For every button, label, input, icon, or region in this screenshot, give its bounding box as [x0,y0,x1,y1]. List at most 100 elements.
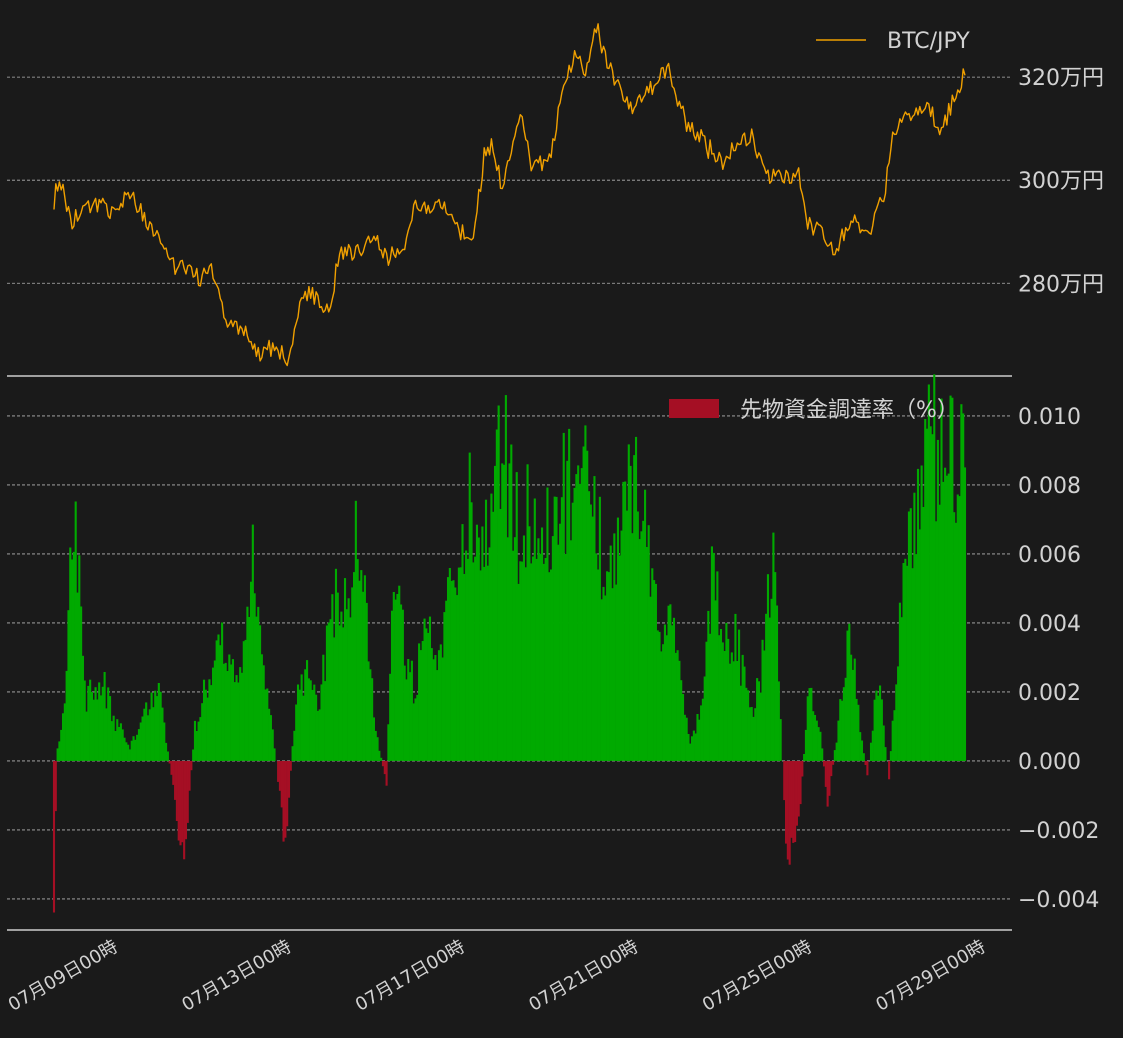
funding-bar-positive [349,617,352,761]
funding-bar-positive [248,617,251,761]
funding-bar-positive [962,413,965,761]
funding-bar-positive [913,492,916,761]
funding-bar-positive [875,690,878,761]
funding-bar-positive [394,599,397,761]
funding-bar-positive [631,533,634,761]
funding-bar-positive [960,404,963,761]
funding-bar-positive [315,694,318,761]
funding-bar-positive [463,574,466,761]
funding-bar-positive [562,432,565,761]
funding-bar-positive [692,730,695,761]
funding-bar-positive [909,508,912,761]
funding-bar-positive [165,742,168,761]
funding-bar-positive [803,754,806,761]
funding-bar-positive [112,715,115,761]
funding-bar-positive [613,533,616,761]
funding-bar-positive [504,395,507,761]
funding-bar-positive [929,426,932,761]
funding-bar-positive [90,691,94,761]
funding-bar-positive [146,715,150,761]
funding-bar-positive [295,704,298,761]
funding-bar-positive [405,679,408,761]
funding-bar-positive [665,635,668,761]
price-tick-label: 280万円 [1018,272,1104,297]
funding-bar-negative [277,761,280,782]
funding-bar-positive [392,592,395,761]
funding-bar-positive [193,720,197,761]
funding-bar-positive [804,729,807,761]
funding-bar-positive [533,498,536,761]
funding-bar-positive [365,602,368,761]
funding-bar-positive [166,751,169,761]
funding-bar-positive [595,553,598,761]
funding-bar-positive [67,610,70,761]
funding-bar-positive [841,700,844,761]
funding-bar-positive [61,713,65,761]
funding-bar-positive [378,750,381,761]
funding-bar-negative [168,761,171,764]
funding-bar-positive [441,657,444,761]
funding-bar-positive [654,583,657,761]
funding-bar-positive [436,670,439,761]
funding-bar-positive [262,665,265,761]
funding-bar-positive [208,679,211,761]
funding-bar-positive [587,491,591,761]
funding-bar-positive [622,481,625,761]
funding-bar-positive [656,630,659,761]
funding-bar-positive [128,749,131,761]
funding-bar-positive [461,524,464,761]
funding-bar-negative [186,761,189,823]
funding-rate-panel: −0.004 −0.002 0.000 0.002 0.004 0.006 0.008 0.0… [7,374,1099,931]
funding-bar-positive [645,547,648,761]
funding-bar-positive [611,588,614,761]
funding-bar-positive [127,744,130,761]
funding-bar-negative [783,761,786,801]
funding-bar-positive [770,598,773,761]
funding-bar-positive [891,720,894,761]
funding-bar-positive [353,572,356,761]
funding-bar-positive [568,428,571,761]
funding-bar-positive [703,676,706,761]
funding-bar-positive [842,687,845,761]
funding-bar-positive [956,494,959,761]
funding-bar-positive [416,694,419,761]
funding-bar-positive [418,643,421,761]
funding-bar-positive [202,679,206,761]
funding-bar-positive [761,639,764,761]
funding-bar-positive [89,679,92,761]
funding-bar-positive [148,709,151,761]
funding-bar-positive [616,517,620,761]
funding-bar-positive [425,628,428,761]
funding-bar-positive [526,464,529,761]
funding-bar-negative [788,761,791,865]
funding-tick-label: 0.006 [1018,543,1081,568]
funding-bar-positive [747,690,750,761]
funding-bar-positive [338,625,341,761]
funding-bar-positive [407,659,410,761]
funding-bar-positive [369,669,372,761]
funding-bar-positive [947,473,950,761]
funding-bar-positive [72,551,75,761]
funding-bar-negative [280,761,283,808]
price-tick-label: 320万円 [1018,66,1104,91]
funding-bar-positive [848,623,851,761]
funding-bar-positive [130,740,133,761]
funding-bar-positive [108,696,112,761]
funding-bar-positive [390,610,394,761]
funding-bar-negative [826,761,829,807]
x-tick-label: 07月29日00時 [872,936,989,1016]
funding-bar-positive [428,616,432,761]
funding-tick-label: 0.000 [1018,750,1081,775]
funding-bar-positive [566,460,569,761]
funding-bar-negative [786,761,789,860]
funding-bar-positive [139,722,142,761]
funding-bar-positive [925,428,929,761]
funding-bar-positive [291,746,294,761]
funding-bar-positive [542,563,545,761]
funding-bar-positive [544,558,547,761]
funding-bar-positive [141,716,144,761]
funding-bar-positive [114,731,117,761]
funding-bar-positive [85,711,88,761]
funding-tick-label: 0.010 [1018,405,1081,430]
funding-bar-negative [278,761,281,791]
